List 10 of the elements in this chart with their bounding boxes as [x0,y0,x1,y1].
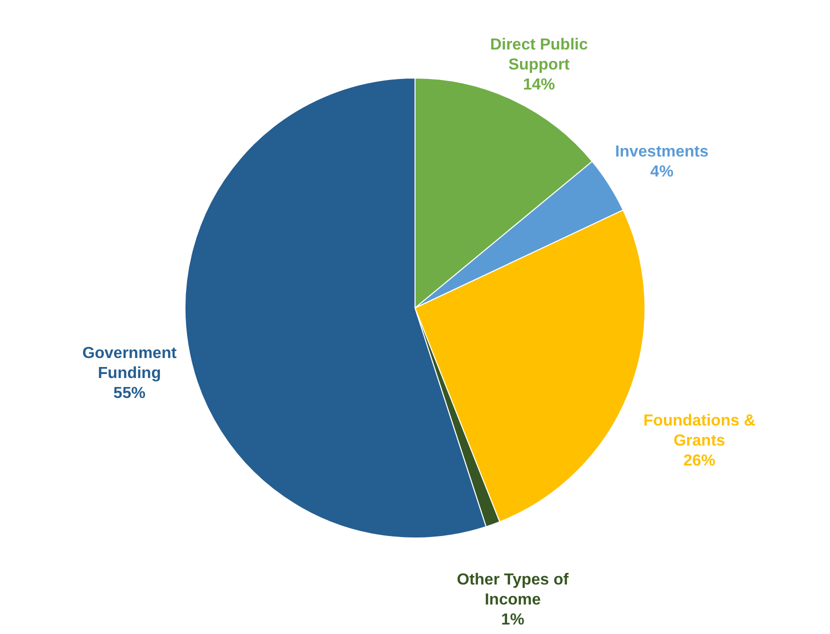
data-label: 14% [522,76,555,94]
data-label: 26% [683,452,716,470]
data-label: 55% [113,385,146,402]
data-label: 1% [501,611,524,628]
data-label: 4% [650,163,674,180]
slice-label: Investments [615,143,709,160]
slice-label: Direct Public Support [490,36,588,74]
slice-label: Other Types of Income [456,571,570,608]
slice-label: Foundations & Grants [643,412,756,450]
slice-label: Government Funding [82,345,178,382]
